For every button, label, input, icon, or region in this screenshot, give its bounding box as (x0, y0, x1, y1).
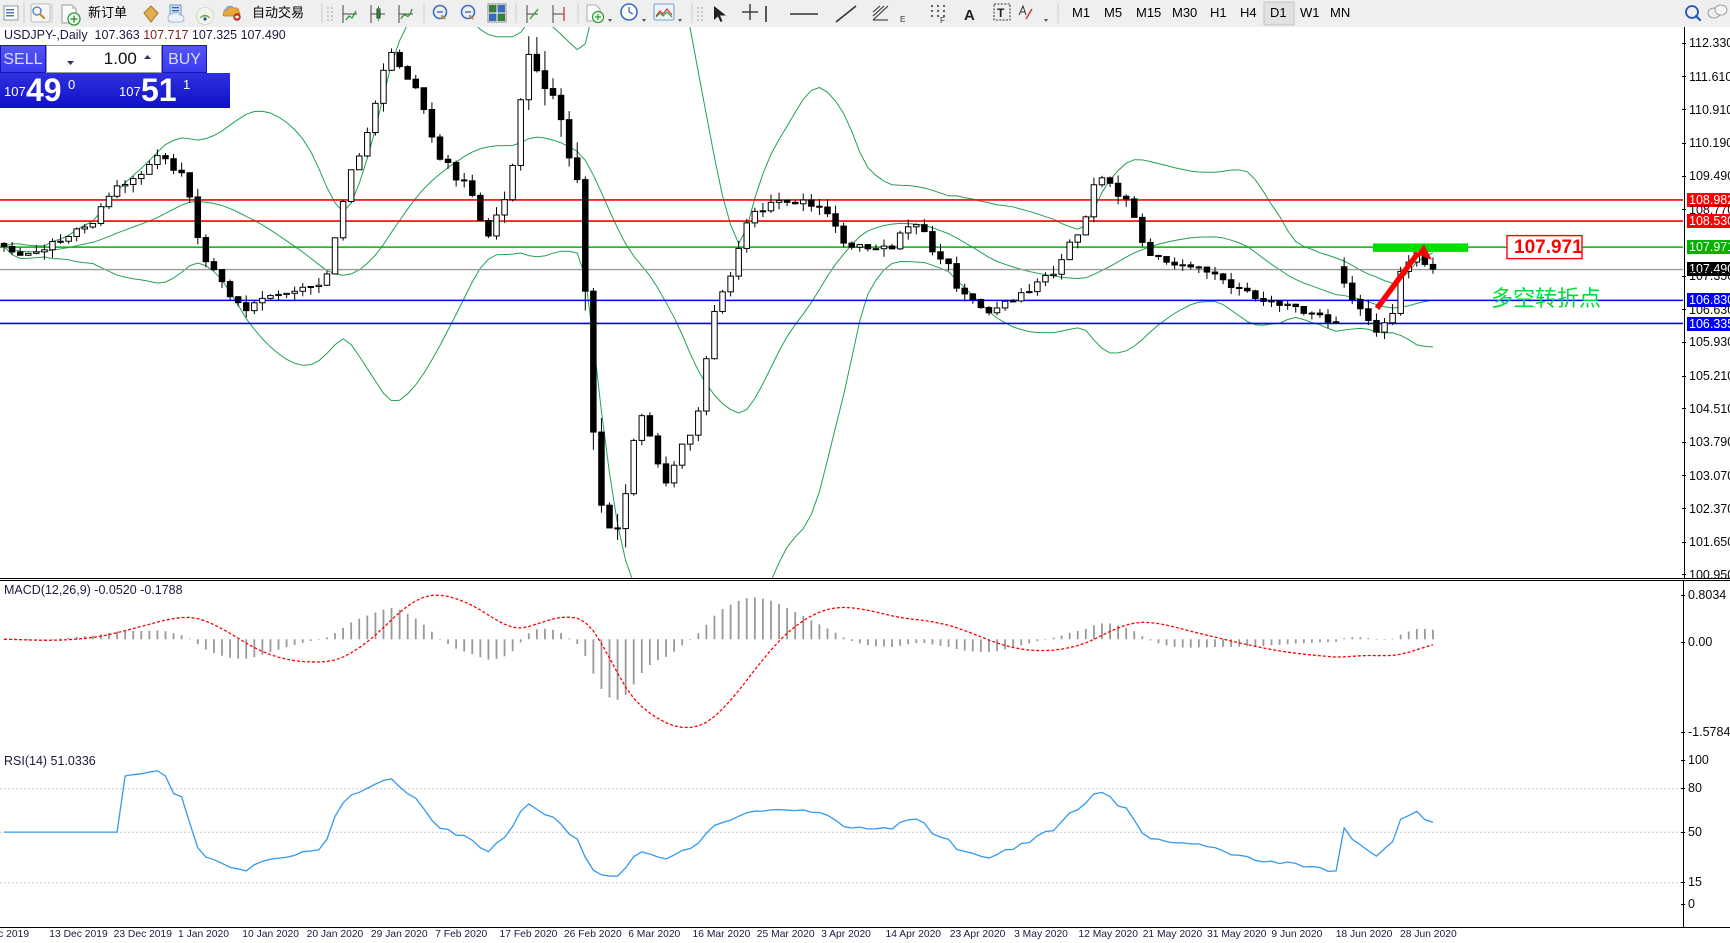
svg-text:H1: H1 (1210, 5, 1227, 20)
svg-text:MN: MN (1330, 5, 1350, 20)
svg-text:M30: M30 (1172, 5, 1197, 20)
svg-text:新订单: 新订单 (88, 5, 127, 20)
svg-text:107.971: 107.971 (1514, 237, 1583, 258)
svg-text:M5: M5 (1104, 5, 1122, 20)
svg-text:M15: M15 (1136, 5, 1161, 20)
svg-text:W1: W1 (1300, 5, 1320, 20)
svg-text:D1: D1 (1270, 5, 1287, 20)
svg-text:E: E (900, 15, 905, 24)
svg-text:M1: M1 (1072, 5, 1090, 20)
svg-text:T: T (997, 6, 1005, 20)
svg-text:A: A (964, 7, 975, 24)
svg-text:多空转折点: 多空转折点 (1491, 286, 1601, 311)
svg-text:F: F (940, 16, 945, 25)
svg-text:自动交易: 自动交易 (252, 5, 304, 20)
svg-text:H4: H4 (1240, 5, 1257, 20)
